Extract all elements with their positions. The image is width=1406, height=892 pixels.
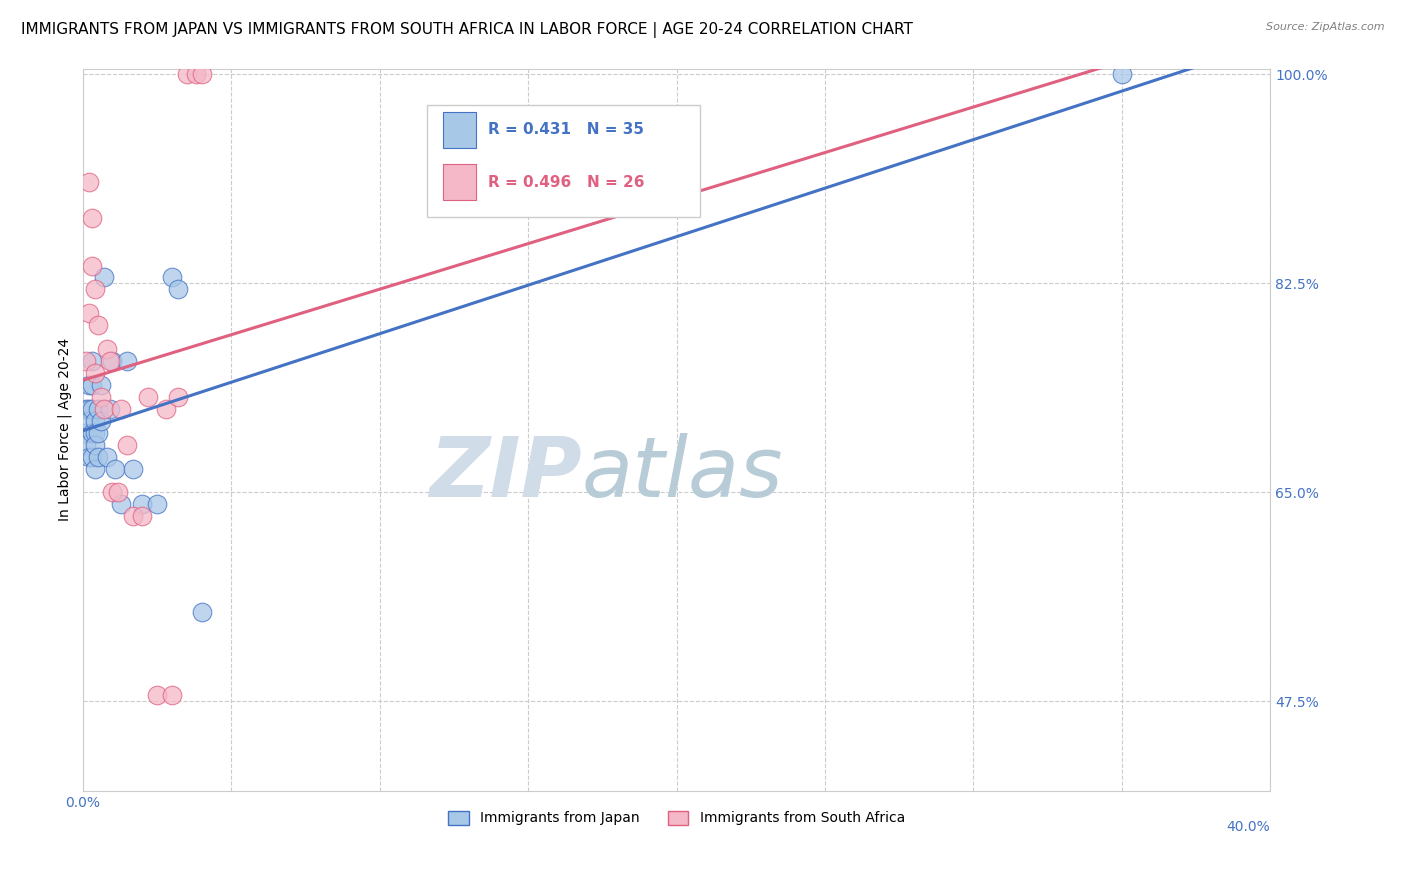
Point xyxy=(110,497,132,511)
Point xyxy=(93,270,115,285)
Point xyxy=(86,425,108,440)
Point xyxy=(80,401,103,416)
Legend: Immigrants from Japan, Immigrants from South Africa: Immigrants from Japan, Immigrants from S… xyxy=(443,805,910,831)
Point xyxy=(136,390,159,404)
FancyBboxPatch shape xyxy=(443,164,475,201)
Point xyxy=(77,306,100,320)
Text: IMMIGRANTS FROM JAPAN VS IMMIGRANTS FROM SOUTH AFRICA IN LABOR FORCE | AGE 20-24: IMMIGRANTS FROM JAPAN VS IMMIGRANTS FROM… xyxy=(21,22,912,38)
Point xyxy=(75,401,97,416)
Point xyxy=(98,401,121,416)
Point xyxy=(90,378,112,392)
Point xyxy=(77,414,100,428)
Point xyxy=(131,497,153,511)
Point xyxy=(93,401,115,416)
Point xyxy=(80,211,103,225)
Point xyxy=(77,175,100,189)
Text: R = 0.496   N = 26: R = 0.496 N = 26 xyxy=(488,175,644,190)
Text: R = 0.431   N = 35: R = 0.431 N = 35 xyxy=(488,122,644,137)
Text: 40.0%: 40.0% xyxy=(1226,820,1270,834)
Point xyxy=(98,354,121,368)
Point xyxy=(96,342,118,356)
Point xyxy=(166,390,188,404)
Point xyxy=(80,354,103,368)
Y-axis label: In Labor Force | Age 20-24: In Labor Force | Age 20-24 xyxy=(58,338,72,521)
Point xyxy=(83,437,105,451)
FancyBboxPatch shape xyxy=(427,104,700,217)
Point xyxy=(90,414,112,428)
Point xyxy=(107,485,129,500)
Point xyxy=(190,68,212,82)
Point xyxy=(160,270,183,285)
Point xyxy=(86,450,108,464)
Point xyxy=(166,282,188,296)
Text: Source: ZipAtlas.com: Source: ZipAtlas.com xyxy=(1267,22,1385,32)
Point xyxy=(75,425,97,440)
Point xyxy=(83,282,105,296)
Point xyxy=(96,450,118,464)
Point xyxy=(90,390,112,404)
Point xyxy=(117,354,139,368)
Point xyxy=(77,401,100,416)
Point xyxy=(1111,68,1133,82)
Point xyxy=(77,378,100,392)
Point xyxy=(184,68,207,82)
Text: atlas: atlas xyxy=(582,433,783,514)
Point xyxy=(80,425,103,440)
Point xyxy=(83,414,105,428)
Point xyxy=(110,401,132,416)
Point xyxy=(80,259,103,273)
Point xyxy=(80,450,103,464)
Point xyxy=(83,461,105,475)
Point xyxy=(86,318,108,333)
Point xyxy=(146,689,169,703)
Point xyxy=(101,485,124,500)
Text: ZIP: ZIP xyxy=(429,433,582,514)
Point xyxy=(77,450,100,464)
Point xyxy=(190,605,212,619)
Point xyxy=(131,509,153,524)
Point xyxy=(86,401,108,416)
Point xyxy=(160,689,183,703)
Point xyxy=(80,378,103,392)
Point xyxy=(75,354,97,368)
Point xyxy=(176,68,198,82)
Point xyxy=(75,437,97,451)
Point xyxy=(155,401,177,416)
Point xyxy=(117,437,139,451)
Point xyxy=(146,497,169,511)
Point xyxy=(83,366,105,380)
FancyBboxPatch shape xyxy=(443,112,475,148)
Point xyxy=(104,461,127,475)
Point xyxy=(101,354,124,368)
Point xyxy=(83,425,105,440)
Point xyxy=(122,461,145,475)
Point xyxy=(122,509,145,524)
